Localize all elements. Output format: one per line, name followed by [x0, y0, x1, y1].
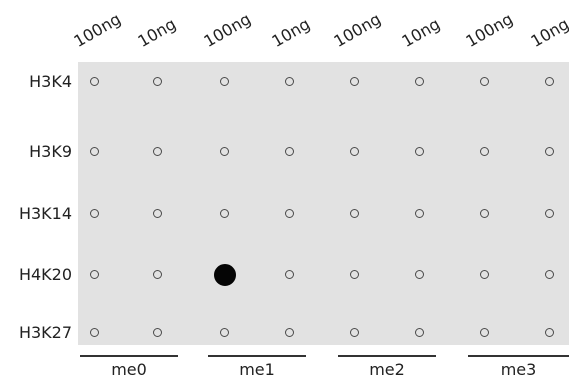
group-label: me0 [111, 360, 147, 379]
dot [545, 328, 554, 337]
group-label: me2 [369, 360, 405, 379]
row-label: H3K9 [29, 142, 72, 161]
column-label: 10ng [134, 14, 180, 51]
dot [153, 77, 162, 86]
dot [220, 77, 229, 86]
dot [480, 209, 489, 218]
column-label: 10ng [527, 14, 569, 51]
dot [545, 270, 554, 279]
dot [415, 77, 424, 86]
row-label: H3K27 [18, 323, 72, 342]
dot [220, 147, 229, 156]
dot [153, 147, 162, 156]
blot-membrane [78, 62, 569, 345]
column-label: 10ng [268, 14, 314, 51]
dot [415, 328, 424, 337]
column-label: 10ng [398, 14, 444, 51]
dot [90, 77, 99, 86]
group-underline [468, 355, 569, 357]
column-label: 100ng [200, 9, 255, 51]
dot [90, 209, 99, 218]
dot [285, 209, 294, 218]
dot [90, 270, 99, 279]
dot [415, 209, 424, 218]
dot [480, 77, 489, 86]
group-underline [338, 355, 436, 357]
column-label: 100ng [330, 9, 385, 51]
row-label: H3K14 [18, 204, 72, 223]
dot [153, 270, 162, 279]
dot [350, 77, 359, 86]
dot [350, 147, 359, 156]
group-underline [80, 355, 178, 357]
dot [480, 328, 489, 337]
dot [285, 328, 294, 337]
dot [415, 147, 424, 156]
dot [480, 147, 489, 156]
group-label: me3 [500, 360, 537, 379]
dot [415, 270, 424, 279]
group-underline [208, 355, 306, 357]
dot [220, 209, 229, 218]
dot [285, 77, 294, 86]
dot [545, 209, 554, 218]
dot [545, 77, 554, 86]
dot [285, 270, 294, 279]
row-label: H3K4 [29, 72, 72, 91]
row-label: H4K20 [18, 265, 72, 284]
dot [545, 147, 554, 156]
column-label: 100ng [462, 9, 517, 51]
dot [90, 328, 99, 337]
dot [350, 328, 359, 337]
group-label: me1 [239, 360, 275, 379]
dot [90, 147, 99, 156]
dot [220, 328, 229, 337]
dot [285, 147, 294, 156]
dot [480, 270, 489, 279]
column-label: 100ng [70, 9, 125, 51]
dot [350, 270, 359, 279]
dot [153, 328, 162, 337]
dot [153, 209, 162, 218]
dot [350, 209, 359, 218]
strong-dot [214, 264, 236, 286]
